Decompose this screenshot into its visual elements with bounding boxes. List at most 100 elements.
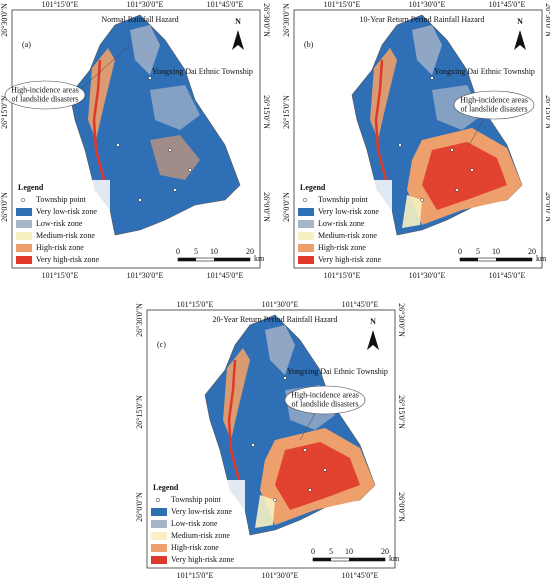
north-label: N <box>370 317 376 326</box>
latitude-label: 26°15'0"N <box>135 395 144 429</box>
annotation-text: High-incidence areas <box>291 390 359 399</box>
scale-unit: km <box>254 254 265 263</box>
legend-label: Very low-risk zone <box>318 207 379 216</box>
low-risk-patch <box>412 25 442 75</box>
legend-swatch <box>298 232 314 240</box>
legend-label: Township point <box>318 195 369 204</box>
legend-label: Medium-risk zone <box>36 231 95 240</box>
legend-point <box>302 197 308 203</box>
annotation-ellipse <box>4 80 86 110</box>
scale-label: 20 <box>381 547 389 556</box>
very-high-risk-strip <box>92 59 106 181</box>
scale-bar-fill <box>313 558 331 561</box>
legend-title: Legend <box>18 183 44 192</box>
township-point <box>455 188 459 192</box>
scale-bar-fill <box>214 258 250 261</box>
scale-label: 5 <box>329 547 333 556</box>
township-label: Yongxing Dai Ethnic Township <box>287 367 388 376</box>
legend-title: Legend <box>300 183 326 192</box>
annotation-ellipse <box>453 90 535 120</box>
scale-label: 10 <box>492 247 500 256</box>
low-risk-patch <box>265 325 295 375</box>
very-high-risk-strip <box>374 59 388 181</box>
legend-swatch <box>151 544 167 552</box>
township-label: Yongxing Dai Ethnic Township <box>434 67 535 76</box>
longitude-label: 101°15'0"E <box>177 571 214 580</box>
scale-label: 0 <box>458 247 462 256</box>
latitude-label: 26°15'0"N <box>397 395 406 429</box>
township-label: Yongxing Dai Ethnic Township <box>152 67 253 76</box>
annotation-text: of landslide disasters <box>11 94 78 103</box>
latitude-label: 26°30'0"N <box>135 303 144 337</box>
legend-label: Very high-risk zone <box>171 555 235 564</box>
township-point <box>398 143 402 147</box>
legend-swatch <box>298 220 314 228</box>
scale-label: 5 <box>476 247 480 256</box>
scale-unit: km <box>389 554 400 563</box>
township-point <box>470 168 474 172</box>
legend-label: Low-risk zone <box>36 219 83 228</box>
scale-label: 20 <box>528 247 536 256</box>
annotation-text: High-incidence areas <box>11 85 79 94</box>
township-point <box>273 498 277 502</box>
latitude-label: 26°30'0"N <box>282 3 291 37</box>
legend-swatch <box>151 556 167 564</box>
township-point <box>308 488 312 492</box>
high-risk-patch <box>150 135 200 180</box>
very-high-risk-zone <box>422 142 507 210</box>
township-point <box>450 148 454 152</box>
latitude-label: 26°15'0"N <box>0 95 9 129</box>
scale-unit: km <box>536 254 547 263</box>
legend-label: Township point <box>36 195 87 204</box>
annotation-leader <box>81 44 131 89</box>
low-risk-patch <box>130 25 160 75</box>
longitude-label: 101°45'0"E <box>489 271 526 280</box>
legend-swatch <box>151 520 167 528</box>
north-label: N <box>517 17 523 26</box>
legend-swatch <box>16 256 32 264</box>
legend-swatch <box>16 220 32 228</box>
township-point <box>168 148 172 152</box>
scale-label: 0 <box>311 547 315 556</box>
longitude-label: 101°45'0"E <box>489 0 526 9</box>
township-point <box>148 76 152 80</box>
latitude-label: 26°30'0"N <box>262 3 271 37</box>
very-high-risk-strip <box>227 359 241 481</box>
township-point <box>188 168 192 172</box>
legend-label: Very low-risk zone <box>36 207 97 216</box>
very-high-risk-zone <box>275 442 360 510</box>
map-panel: Yongxing Dai Ethnic Township 20-Year Retu… <box>135 300 406 580</box>
longitude-label: 101°15'0"E <box>42 0 79 9</box>
longitude-label: 101°30'0"E <box>262 300 299 309</box>
legend-swatch <box>298 256 314 264</box>
north-arrow <box>367 330 379 350</box>
latitude-label: 26°15'0"N <box>544 95 550 129</box>
latitude-label: 26°0'0"N <box>135 492 144 522</box>
legend-title: Legend <box>153 483 179 492</box>
township-point <box>116 143 120 147</box>
longitude-label: 101°30'0"E <box>409 0 446 9</box>
scale-label: 20 <box>246 247 254 256</box>
longitude-label: 101°30'0"E <box>127 0 164 9</box>
legend-swatch <box>151 508 167 516</box>
latitude-label: 26°0'0"N <box>0 192 9 222</box>
legend-swatch <box>151 532 167 540</box>
annotation-text: of landslide disasters <box>460 104 527 113</box>
legend-label: Low-risk zone <box>171 519 218 528</box>
latitude-label: 26°0'0"N <box>282 192 291 222</box>
map-panel: Yongxing Dai Ethnic Township 10-Year Retu… <box>282 0 550 280</box>
legend-point <box>20 197 26 203</box>
panel-title: 10-Year Return Period Rainfall Hazard <box>360 15 485 24</box>
medium-risk-patch <box>402 195 422 228</box>
longitude-label: 101°45'0"E <box>342 300 379 309</box>
longitude-label: 101°15'0"E <box>324 271 361 280</box>
longitude-label: 101°45'0"E <box>207 271 244 280</box>
panel-label: (a) <box>22 40 31 49</box>
latitude-label: 26°0'0"N <box>262 192 271 222</box>
legend-label: High-risk zone <box>171 543 219 552</box>
legend-label: Very high-risk zone <box>318 255 382 264</box>
township-point <box>430 76 434 80</box>
latitude-label: 26°30'0"N <box>0 3 9 37</box>
legend-swatch <box>16 232 32 240</box>
